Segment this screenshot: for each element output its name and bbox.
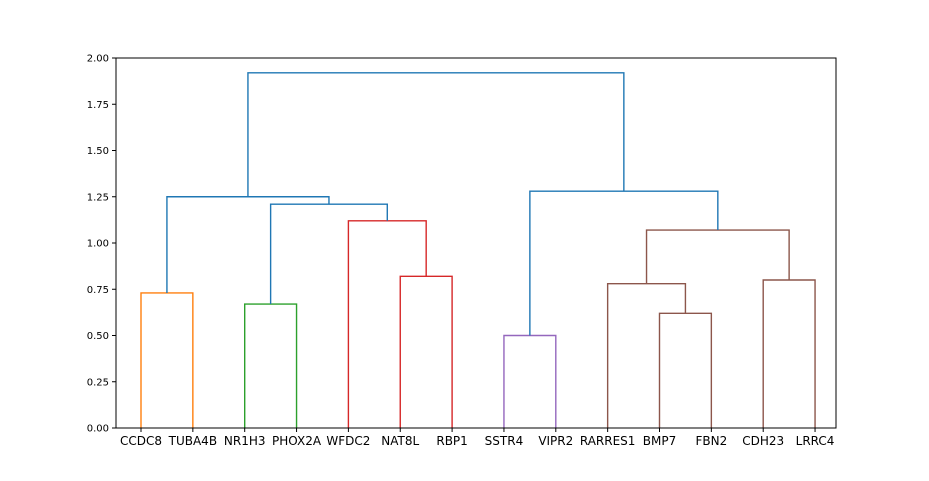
leaf-label: WFDC2 bbox=[326, 434, 370, 448]
dendrogram-links bbox=[140, 72, 816, 428]
dendrogram-link bbox=[658, 312, 713, 428]
dendrogram-link bbox=[645, 229, 790, 284]
dendrogram-link bbox=[347, 220, 427, 428]
plot-frame bbox=[115, 57, 837, 429]
y-tick-label: 1.50 bbox=[87, 146, 109, 157]
leaf-label: CDH23 bbox=[742, 434, 784, 448]
dendrogram-link bbox=[762, 279, 816, 428]
leaf-label: VIPR2 bbox=[538, 434, 573, 448]
y-tick-label: 0.75 bbox=[87, 285, 109, 296]
y-tick-label: 0.50 bbox=[87, 331, 109, 342]
leaf-label: NAT8L bbox=[381, 434, 419, 448]
leaf-label: TUBA4B bbox=[168, 434, 217, 448]
dendrogram-link bbox=[166, 196, 330, 293]
leaf-labels: CCDC8 TUBA4B NR1H3 PHOX2A WFDC2 NAT8L RBP1 SSTR… bbox=[120, 428, 834, 448]
y-tick-label: 1.00 bbox=[87, 239, 109, 250]
dendrogram-link bbox=[244, 303, 298, 428]
y-tick-label: 1.25 bbox=[87, 192, 109, 203]
dendrogram-link bbox=[399, 275, 453, 428]
leaf-label: RARRES1 bbox=[580, 434, 636, 448]
y-axis: 0.00 0.25 0.50 0.75 1.00 1.25 1.50 1.75 2.00 bbox=[87, 54, 116, 435]
y-tick-label: 0.00 bbox=[87, 424, 109, 435]
leaf-label: RBP1 bbox=[436, 434, 467, 448]
dendrogram-link bbox=[247, 72, 625, 197]
y-tick-label: 1.75 bbox=[87, 100, 109, 111]
leaf-label: FBN2 bbox=[695, 434, 727, 448]
dendrogram-link bbox=[503, 334, 557, 428]
y-tick-label: 2.00 bbox=[87, 54, 109, 65]
dendrogram-link bbox=[140, 292, 194, 428]
leaf-label: CCDC8 bbox=[120, 434, 162, 448]
leaf-label: PHOX2A bbox=[272, 434, 322, 448]
leaf-label: BMP7 bbox=[643, 434, 676, 448]
leaf-label: NR1H3 bbox=[224, 434, 266, 448]
y-tick-label: 0.25 bbox=[87, 377, 109, 388]
dendrogram-link bbox=[606, 283, 687, 428]
leaf-label: SSTR4 bbox=[485, 434, 524, 448]
dendrogram-link bbox=[269, 203, 388, 305]
leaf-label: LRRC4 bbox=[796, 434, 835, 448]
